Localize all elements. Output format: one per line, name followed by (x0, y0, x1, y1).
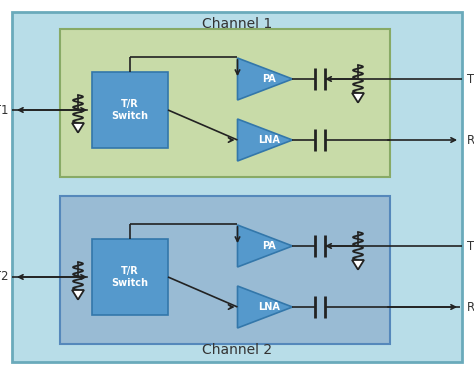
Bar (92, 72, 168, 148)
Polygon shape (72, 123, 84, 132)
Text: ANT1: ANT1 (0, 103, 9, 116)
Polygon shape (72, 290, 84, 299)
Bar (60, 29, 390, 177)
Bar (92, 239, 168, 315)
Bar (60, 196, 390, 344)
Text: PA: PA (262, 74, 276, 84)
Polygon shape (237, 225, 292, 267)
Text: LNA: LNA (258, 302, 280, 312)
Text: T/R
Switch: T/R Switch (111, 266, 148, 288)
Polygon shape (237, 58, 292, 100)
Text: Channel 1: Channel 1 (202, 17, 272, 31)
Text: LNA: LNA (258, 135, 280, 145)
Polygon shape (237, 286, 292, 328)
Text: PA: PA (262, 241, 276, 251)
Text: Channel 2: Channel 2 (202, 343, 272, 357)
Text: TXIN_1: TXIN_1 (467, 73, 474, 86)
Polygon shape (237, 119, 292, 161)
Text: ANT2: ANT2 (0, 270, 9, 283)
Text: RXOUT_1: RXOUT_1 (467, 134, 474, 147)
Text: TXIN_2: TXIN_2 (467, 240, 474, 253)
Polygon shape (352, 260, 364, 270)
Polygon shape (352, 93, 364, 103)
Text: T/R
Switch: T/R Switch (111, 99, 148, 121)
Text: RXOUT_2: RXOUT_2 (467, 301, 474, 314)
